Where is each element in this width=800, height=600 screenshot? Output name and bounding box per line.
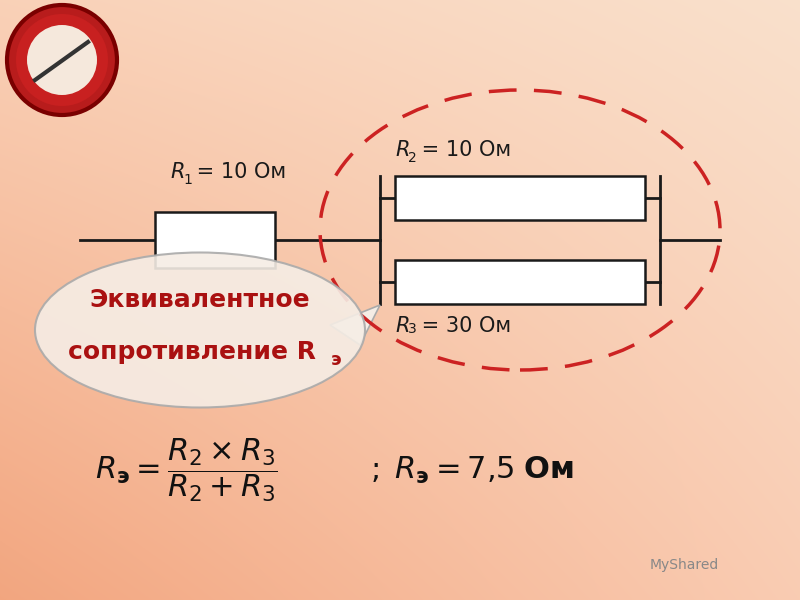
Text: 3: 3 — [408, 322, 417, 336]
Circle shape — [7, 5, 117, 115]
Text: сопротивление R: сопротивление R — [68, 340, 316, 364]
Text: 1: 1 — [183, 173, 192, 187]
FancyBboxPatch shape — [155, 212, 275, 268]
Text: Эквивалентное: Эквивалентное — [90, 288, 310, 312]
Text: $R_{\mathsf{\mathbf{э}}} = \dfrac{R_2 \times R_3}{R_2 + R_3}$: $R_{\mathsf{\mathbf{э}}} = \dfrac{R_2 \t… — [95, 436, 278, 504]
Polygon shape — [330, 305, 380, 345]
Text: = 10 Ом: = 10 Ом — [415, 140, 511, 160]
Text: $;\; R_{\mathsf{\mathbf{э}}} = 7{,}5\;\mathbf{Ом}$: $;\; R_{\mathsf{\mathbf{э}}} = 7{,}5\;\m… — [370, 454, 574, 485]
FancyBboxPatch shape — [395, 260, 645, 304]
FancyBboxPatch shape — [395, 176, 645, 220]
Text: R: R — [170, 162, 185, 182]
Ellipse shape — [35, 253, 365, 407]
Text: 2: 2 — [408, 151, 417, 165]
Circle shape — [27, 25, 97, 95]
Text: = 30 Ом: = 30 Ом — [415, 316, 511, 336]
Text: R: R — [395, 140, 410, 160]
Text: э: э — [331, 351, 342, 369]
Text: R: R — [395, 316, 410, 336]
Text: = 10 Ом: = 10 Ом — [190, 162, 286, 182]
Circle shape — [16, 14, 108, 106]
Text: MyShared: MyShared — [650, 558, 719, 572]
